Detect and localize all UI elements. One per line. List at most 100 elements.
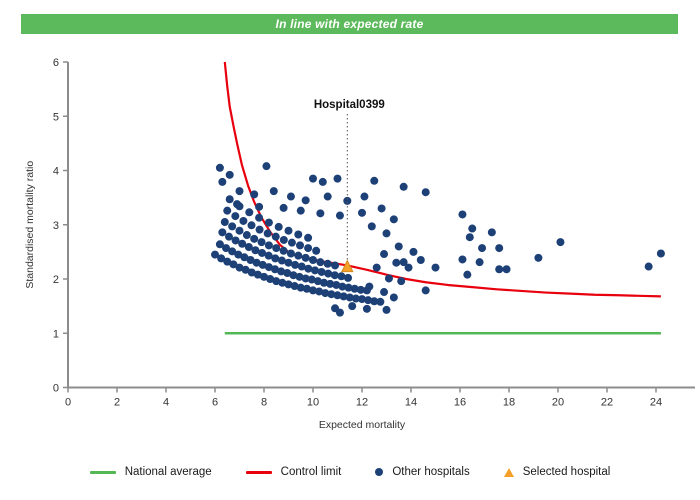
hospital-point[interactable]: [335, 308, 344, 317]
hospital-point[interactable]: [233, 200, 242, 209]
hospital-point[interactable]: [487, 228, 496, 237]
hospital-point[interactable]: [304, 233, 313, 242]
hospital-point[interactable]: [301, 253, 310, 262]
hospital-point[interactable]: [220, 218, 229, 227]
hospital-point[interactable]: [370, 297, 379, 306]
hospital-point[interactable]: [284, 226, 293, 235]
hospital-point[interactable]: [294, 251, 303, 260]
hospital-point[interactable]: [235, 226, 244, 235]
hospital-point[interactable]: [239, 216, 248, 225]
hospital-point[interactable]: [294, 230, 303, 239]
hospital-point[interactable]: [253, 270, 262, 279]
hospital-point[interactable]: [215, 240, 224, 249]
hospital-point[interactable]: [277, 267, 286, 276]
hospital-point[interactable]: [240, 253, 249, 262]
hospital-point[interactable]: [343, 196, 352, 205]
hospital-point[interactable]: [330, 271, 339, 280]
hospital-point[interactable]: [333, 174, 342, 183]
hospital-point[interactable]: [399, 182, 408, 191]
hospital-point[interactable]: [360, 192, 369, 201]
hospital-point[interactable]: [302, 284, 311, 293]
hospital-point[interactable]: [255, 213, 264, 222]
hospital-point[interactable]: [228, 222, 237, 231]
hospital-point[interactable]: [297, 262, 306, 271]
hospital-point[interactable]: [264, 241, 273, 250]
hospital-point[interactable]: [224, 232, 233, 241]
hospital-point[interactable]: [296, 241, 305, 250]
hospital-point[interactable]: [333, 291, 342, 300]
hospital-point[interactable]: [258, 248, 267, 257]
hospital-point[interactable]: [397, 277, 406, 286]
hospital-point[interactable]: [344, 273, 353, 282]
hospital-point[interactable]: [315, 287, 324, 296]
hospital-point[interactable]: [356, 285, 365, 294]
hospital-point[interactable]: [218, 228, 227, 237]
hospital-point[interactable]: [644, 262, 653, 271]
hospital-point[interactable]: [304, 244, 313, 253]
hospital-point[interactable]: [463, 270, 472, 279]
hospital-point[interactable]: [332, 280, 341, 289]
hospital-point[interactable]: [389, 215, 398, 224]
hospital-point[interactable]: [409, 247, 418, 256]
hospital-point[interactable]: [348, 302, 357, 311]
hospital-point[interactable]: [271, 254, 280, 263]
hospital-point[interactable]: [263, 229, 272, 238]
hospital-point[interactable]: [350, 284, 359, 293]
hospital-point[interactable]: [272, 244, 281, 253]
hospital-point[interactable]: [364, 296, 373, 305]
hospital-point[interactable]: [284, 258, 293, 267]
hospital-point[interactable]: [309, 256, 317, 265]
hospital-point[interactable]: [274, 222, 283, 231]
hospital-point[interactable]: [331, 261, 340, 270]
hospital-point[interactable]: [344, 283, 353, 292]
hospital-point[interactable]: [257, 238, 266, 247]
hospital-point[interactable]: [211, 250, 219, 259]
hospital-point[interactable]: [416, 256, 425, 265]
hospital-point[interactable]: [323, 259, 332, 268]
hospital-point[interactable]: [304, 264, 313, 273]
hospital-point[interactable]: [283, 269, 292, 278]
hospital-point[interactable]: [271, 265, 280, 274]
selected-hospital-marker[interactable]: [340, 259, 354, 273]
hospital-point[interactable]: [251, 246, 260, 255]
hospital-point[interactable]: [323, 192, 332, 201]
hospital-point[interactable]: [258, 260, 267, 269]
hospital-point[interactable]: [290, 282, 299, 291]
hospital-point[interactable]: [468, 224, 477, 233]
hospital-point[interactable]: [370, 176, 379, 185]
hospital-point[interactable]: [218, 177, 227, 186]
hospital-point[interactable]: [376, 297, 385, 306]
hospital-point[interactable]: [324, 269, 333, 278]
hospital-point[interactable]: [250, 190, 259, 199]
hospital-point[interactable]: [478, 244, 487, 253]
hospital-point[interactable]: [250, 234, 259, 243]
hospital-point[interactable]: [260, 272, 268, 281]
hospital-point[interactable]: [312, 246, 321, 255]
hospital-point[interactable]: [358, 208, 366, 217]
hospital-point[interactable]: [309, 174, 317, 183]
hospital-point[interactable]: [301, 196, 310, 205]
hospital-point[interactable]: [295, 272, 304, 281]
hospital-point[interactable]: [475, 258, 484, 267]
hospital-point[interactable]: [225, 195, 234, 204]
hospital-point[interactable]: [392, 258, 401, 267]
hospital-point[interactable]: [321, 289, 330, 298]
hospital-point[interactable]: [225, 170, 234, 179]
hospital-point[interactable]: [278, 278, 287, 287]
hospital-point[interactable]: [215, 163, 224, 172]
hospital-point[interactable]: [362, 304, 371, 313]
hospital-point[interactable]: [358, 295, 366, 304]
hospital-point[interactable]: [320, 278, 329, 287]
hospital-point[interactable]: [264, 218, 273, 227]
hospital-point[interactable]: [266, 275, 275, 283]
hospital-point[interactable]: [495, 244, 504, 253]
hospital-point[interactable]: [247, 268, 256, 277]
hospital-point[interactable]: [377, 204, 386, 213]
hospital-point[interactable]: [247, 221, 256, 230]
hospital-point[interactable]: [399, 258, 408, 267]
hospital-point[interactable]: [556, 238, 565, 247]
hospital-point[interactable]: [279, 203, 288, 212]
hospital-point[interactable]: [234, 250, 243, 259]
hospital-point[interactable]: [326, 279, 335, 288]
hospital-point[interactable]: [384, 274, 393, 283]
